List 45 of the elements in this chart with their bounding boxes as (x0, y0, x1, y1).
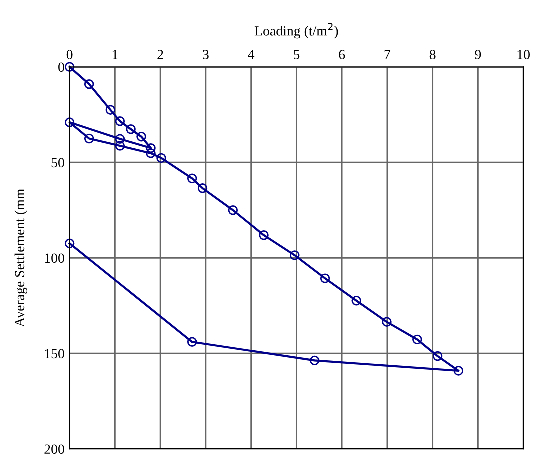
point (146, 143, 156, 154)
x-tick-label: 7 (384, 50, 391, 60)
x-tick-label: 8 (430, 50, 436, 60)
point (84, 134, 94, 144)
x-tick-label: 0 (66, 50, 73, 60)
x-tick-label: 4 (248, 50, 255, 60)
x-tick-label: 5 (294, 50, 300, 60)
point (115, 141, 126, 151)
point (187, 337, 198, 348)
point (187, 174, 198, 184)
point (310, 356, 320, 366)
x-tick-label: 1 (112, 50, 118, 60)
x-tick-label: 9 (475, 50, 482, 60)
x-tick-label: 3 (203, 50, 209, 60)
y-axis-title: Average Settlement (mm (14, 189, 28, 328)
y-tick-label: 200 (44, 444, 64, 454)
point (146, 148, 156, 158)
y-tick-label: 150 (45, 349, 64, 359)
point (156, 153, 166, 164)
point (106, 105, 116, 115)
point (290, 250, 300, 260)
point (136, 132, 146, 142)
point (382, 317, 392, 327)
point (126, 124, 136, 134)
point (259, 230, 269, 240)
point (352, 296, 362, 306)
point (412, 334, 422, 345)
point (64, 238, 75, 248)
point (64, 62, 75, 72)
point (64, 118, 75, 128)
point (228, 206, 238, 216)
point (454, 366, 464, 376)
point (198, 184, 208, 194)
point (84, 79, 94, 90)
point (320, 274, 330, 284)
y-tick-label: 100 (45, 254, 64, 264)
x-axis-title: Loading (t/m$^{2}$) (254, 23, 338, 39)
point (432, 351, 443, 362)
x-tick-label: 6 (339, 50, 346, 60)
y-tick-label: 50 (52, 158, 64, 168)
x-tick-label: 2 (158, 50, 164, 60)
point (115, 134, 126, 144)
y-tick-label: 0 (58, 62, 64, 72)
point (115, 116, 126, 126)
x-tick-label: 10 (518, 50, 530, 60)
